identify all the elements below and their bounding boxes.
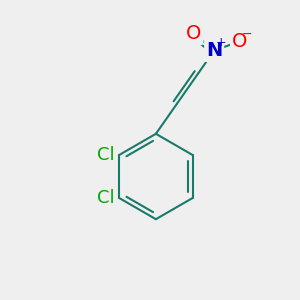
Text: O: O (232, 32, 247, 51)
Text: N: N (206, 41, 222, 60)
Text: Cl: Cl (97, 189, 115, 207)
Text: −: − (242, 28, 252, 40)
Text: +: + (215, 36, 226, 49)
Text: O: O (186, 24, 202, 43)
Text: Cl: Cl (97, 146, 115, 164)
